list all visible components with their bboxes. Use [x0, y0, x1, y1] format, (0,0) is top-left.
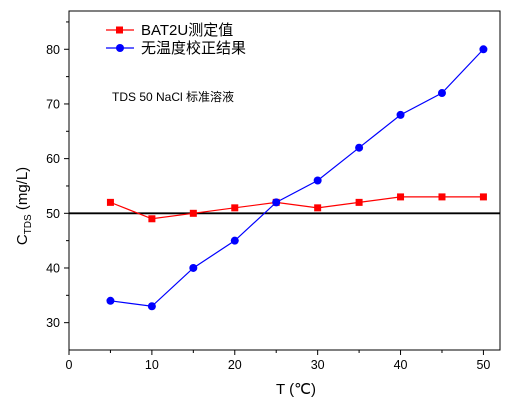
- x-tick-label: 30: [311, 358, 325, 372]
- data-point-series-2: [106, 296, 115, 305]
- y-tick-label: 50: [46, 207, 60, 221]
- x-axis-title: T (℃): [276, 381, 316, 398]
- data-point-series-2: [272, 198, 281, 207]
- plot-frame: [68, 10, 501, 351]
- data-point-series-2: [479, 45, 488, 54]
- data-point-series-2: [147, 302, 156, 311]
- legend-label-series-2: 无温度校正结果: [141, 40, 246, 57]
- series-line-1: [110, 196, 484, 220]
- data-point-series-1: [397, 193, 405, 201]
- tick-group: 0 10 20 30 40 50 30 40 50 60 70 80: [46, 21, 490, 372]
- plot-area-border: [68, 10, 501, 351]
- data-point-series-1: [438, 193, 446, 201]
- data-point-series-2: [313, 176, 322, 185]
- x-tick-label: 50: [476, 358, 490, 372]
- x-tick-label: 40: [394, 358, 408, 372]
- data-point-series-2: [437, 89, 446, 98]
- y-tick-label: 60: [46, 152, 60, 166]
- y-tick-label: 80: [46, 43, 60, 57]
- y-tick-label: 40: [46, 261, 60, 275]
- data-point-series-1: [148, 215, 156, 223]
- legend-marker-series-1: [116, 26, 123, 34]
- x-tick-label: 10: [145, 358, 159, 372]
- y-tick-label: 70: [46, 97, 60, 111]
- y-axis-title: CTDS (mg/L): [14, 167, 34, 245]
- data-point-series-1: [355, 198, 363, 206]
- x-tick-label: 0: [66, 358, 73, 372]
- data-point-series-2: [189, 263, 198, 272]
- data-point-series-1: [314, 204, 322, 212]
- y-axis-title-subscript: TDS: [23, 214, 34, 234]
- data-point-series-2: [396, 110, 405, 119]
- series-group: [106, 45, 488, 311]
- legend-label-series-1: BAT2U测定值: [141, 22, 233, 39]
- y-tick-label: 30: [46, 316, 60, 330]
- y-axis-title-unit: (mg/L): [14, 167, 31, 215]
- y-axis-title-main: C: [14, 234, 31, 245]
- data-point-series-2: [230, 236, 239, 245]
- x-tick-label: 20: [228, 358, 242, 372]
- data-point-series-2: [355, 143, 364, 152]
- data-point-series-1: [479, 193, 487, 201]
- series-line-2: [110, 48, 484, 307]
- data-point-series-1: [231, 204, 239, 212]
- legend-marker-series-2: [116, 44, 124, 52]
- legend: BAT2U测定值 无温度校正结果: [106, 22, 246, 57]
- chart-annotation: TDS 50 NaCl 标准溶液: [112, 89, 234, 104]
- data-point-series-1: [106, 198, 114, 206]
- data-point-series-1: [189, 209, 197, 217]
